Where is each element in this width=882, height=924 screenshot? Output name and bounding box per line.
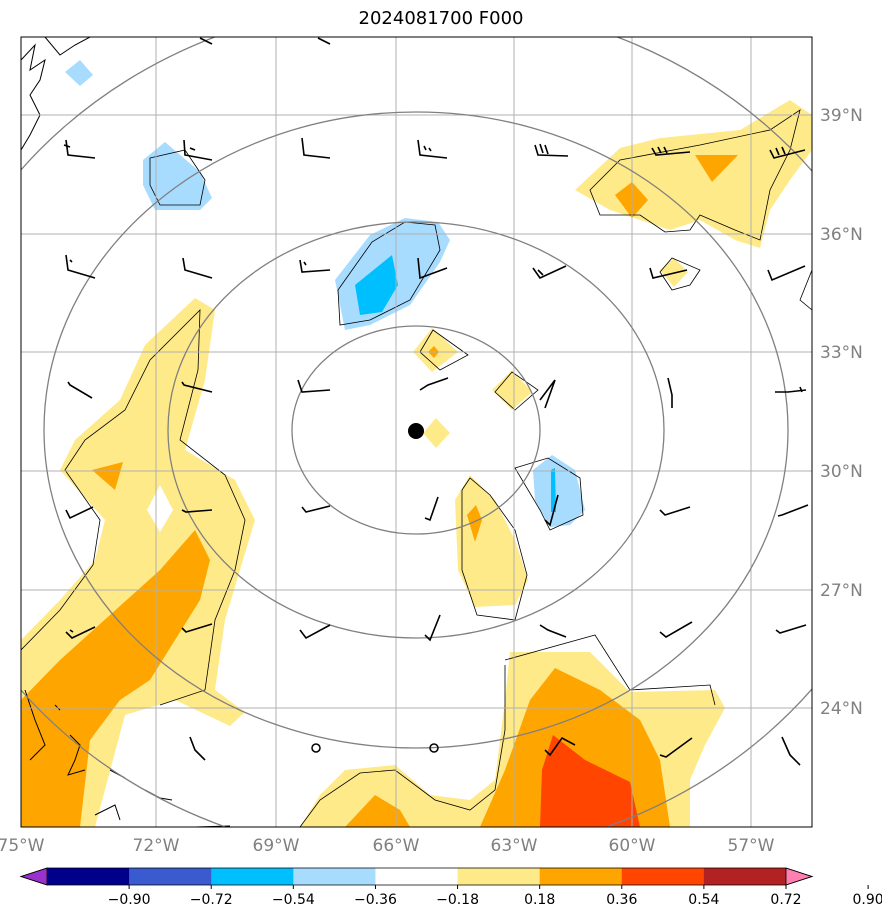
longitude-tick-labels: 75°W 72°W 69°W 66°W 63°W 60°W 57°W [0, 836, 775, 856]
colorbar-tick-label: 0.36 [606, 892, 637, 908]
negative-anomaly-core [355, 255, 398, 315]
latitude-tick-label: 27°N [820, 581, 863, 601]
colorbar-extend-high [785, 867, 814, 886]
colorbar-cell [539, 868, 623, 885]
longitude-tick-label: 66°W [373, 836, 420, 856]
colorbar-cell [703, 868, 787, 885]
colorbar-tick-label: −0.90 [108, 892, 151, 908]
range-ring [291, 325, 541, 535]
longitude-tick-label: 75°W [0, 836, 45, 856]
colorbar-tick-label: −0.18 [436, 892, 479, 908]
range-ring [167, 221, 665, 639]
latitude-tick-labels: 39°N 36°N 33°N 30°N 27°N 24°N [820, 106, 863, 719]
wind-barbs [63, 37, 809, 766]
colorbar-tick-label: 0.72 [770, 892, 801, 908]
positive-anomaly-peak [540, 735, 640, 827]
latitude-tick-label: 36°N [820, 225, 863, 245]
neutral-hole [147, 485, 173, 532]
positive-anomaly-core [695, 155, 738, 182]
range-rings [21, 37, 812, 827]
positive-anomaly-core [345, 795, 410, 827]
colorbar-tick-label: −0.54 [272, 892, 315, 908]
colorbar-tick-label: 0.18 [524, 892, 555, 908]
positive-anomaly-core [467, 505, 482, 542]
range-ring [43, 111, 789, 749]
colorbar-cell [293, 868, 376, 885]
anomaly-field-fills [21, 60, 812, 827]
storm-center-marker [408, 423, 424, 439]
longitude-tick-label: 63°W [491, 836, 538, 856]
negative-anomaly-core [551, 468, 556, 512]
colorbar-outline [19, 867, 814, 886]
colorbar-cell [129, 868, 212, 885]
positive-anomaly-core [92, 462, 123, 490]
colorbar-cell [621, 868, 705, 885]
positive-anomaly-core [21, 530, 210, 827]
longitude-tick-label: 72°W [133, 836, 180, 856]
colorbar-tick-label: −0.36 [354, 892, 397, 908]
positive-anomaly-area [455, 475, 528, 607]
station-marker [429, 743, 439, 753]
station-marker [311, 743, 321, 753]
colorbar-tick-label: 0.54 [688, 892, 719, 908]
latitude-tick-label: 24°N [820, 699, 863, 719]
colorbar: −0.90 −0.72 −0.54 −0.36 −0.18 0.18 0.36 0.54 0.7… [19, 867, 882, 908]
positive-anomaly-area [423, 418, 450, 448]
longitude-tick-label: 57°W [728, 836, 775, 856]
colorbar-cell [47, 868, 130, 885]
colorbar-tick-label: 0.90 [853, 892, 882, 908]
colorbar-cell [457, 868, 541, 885]
longitude-tick-label: 69°W [253, 836, 300, 856]
gridlines [21, 37, 812, 827]
negative-anomaly-area [143, 142, 212, 210]
longitude-tick-label: 60°W [609, 836, 656, 856]
negative-anomaly-area [65, 60, 93, 86]
colorbar-cell [211, 868, 294, 885]
colorbar-cell [375, 868, 459, 885]
latitude-tick-label: 39°N [820, 106, 863, 126]
map-title: 2024081700 F000 [358, 8, 524, 29]
colorbar-extend-low [19, 867, 48, 886]
latitude-tick-label: 33°N [820, 343, 863, 363]
negative-anomaly-area [533, 455, 585, 527]
latitude-tick-label: 30°N [820, 462, 863, 482]
positive-anomaly-area [575, 100, 812, 248]
colorbar-tick-label: −0.72 [190, 892, 233, 908]
positive-anomaly-area [492, 370, 532, 410]
map-frame [20, 36, 813, 828]
